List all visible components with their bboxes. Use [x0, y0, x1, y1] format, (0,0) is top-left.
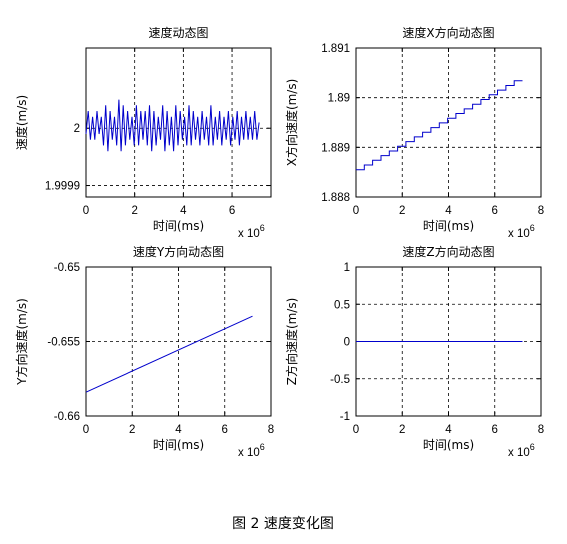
x-exponent-base: x 10 [508, 447, 530, 459]
y-tick-label: 1.891 [321, 43, 350, 55]
x-exponent-power: 6 [530, 223, 535, 233]
x-tick-label: 6 [492, 424, 498, 436]
x-axis-label: 时间(ms) [423, 219, 474, 233]
y-tick-label: 0 [344, 337, 350, 349]
x-exponent-power: 6 [530, 442, 535, 452]
x-tick-label: 2 [399, 424, 405, 436]
x-exponent-label: x 106 [238, 223, 265, 240]
y-axis-label: 速度(m/s) [14, 95, 29, 150]
figure-caption: 图 2 速度变化图 [232, 516, 334, 532]
y-tick-label: -0.5 [330, 374, 350, 386]
x-tick-label: 4 [180, 205, 187, 217]
y-tick-label: 1.89 [328, 93, 350, 105]
x-exponent-label: x 106 [508, 223, 535, 240]
x-exponent-label: x 106 [508, 442, 535, 459]
x-tick-label: 0 [83, 205, 89, 217]
x-tick-label: 8 [538, 205, 544, 217]
y-tick-label: -0.655 [47, 337, 80, 349]
x-exponent-base: x 10 [238, 447, 260, 459]
series-line [356, 80, 523, 171]
x-exponent-label: x 106 [238, 442, 265, 459]
y-tick-label: -0.65 [54, 262, 80, 274]
x-tick-label: 0 [353, 424, 359, 436]
plot-area [85, 47, 272, 198]
x-tick-label: 0 [83, 424, 89, 436]
y-axis-label: X方向速度(m/s) [284, 79, 299, 167]
chart-title: 速度Z方向动态图 [402, 244, 494, 259]
y-tick-label: 1 [344, 262, 350, 274]
x-axis-label: 时间(ms) [153, 219, 204, 233]
y-tick-label: -1 [340, 411, 350, 423]
y-tick-label: 0.5 [334, 299, 350, 311]
x-tick-label: 6 [222, 424, 228, 436]
chart-title: 速度X方向动态图 [402, 25, 494, 40]
chart-title: 速度Y方向动态图 [133, 244, 224, 259]
x-tick-label: 2 [129, 424, 135, 436]
series-line [85, 315, 253, 393]
y-tick-label: 1.888 [321, 192, 350, 204]
x-tick-label: 6 [492, 205, 498, 217]
speed-z-chart: 0 2 4 6 810.50-0.5-1速度Z方向动态图时间(ms)Z方向速度(m/s)… [284, 244, 544, 459]
x-tick-label: 4 [175, 424, 182, 436]
speed-x-chart: 0 2 4 6 81.8881.8891.891.891速度X方向动态图时间(ms)X方… [284, 25, 544, 240]
x-tick-label: 6 [229, 205, 235, 217]
chart-title: 速度动态图 [148, 25, 208, 40]
x-exponent-base: x 10 [508, 228, 530, 240]
x-tick-label: 0 [353, 205, 359, 217]
x-tick-label: 4 [445, 424, 452, 436]
x-axis-label: 时间(ms) [423, 438, 474, 452]
x-exponent-base: x 10 [238, 228, 260, 240]
y-axis-label: Z方向速度(m/s) [284, 298, 299, 386]
x-tick-label: 2 [399, 205, 405, 217]
x-tick-label: 4 [445, 205, 452, 217]
x-exponent-power: 6 [260, 223, 265, 233]
y-tick-label: 2 [74, 123, 80, 135]
y-tick-label: 1.9999 [45, 181, 80, 193]
x-tick-label: 8 [268, 424, 274, 436]
x-tick-label: 2 [131, 205, 137, 217]
speed-y-chart: 0 2 4 6 8-0.65-0.655-0.66速度Y方向动态图时间(ms)Y方向速度… [14, 244, 274, 459]
y-axis-label: Y方向速度(m/s) [14, 298, 29, 386]
y-tick-label: -0.66 [54, 411, 80, 423]
y-tick-label: 1.889 [321, 142, 350, 154]
x-exponent-power: 6 [260, 442, 265, 452]
series-line [85, 99, 260, 152]
x-axis-label: 时间(ms) [153, 438, 204, 452]
x-tick-label: 8 [538, 424, 544, 436]
